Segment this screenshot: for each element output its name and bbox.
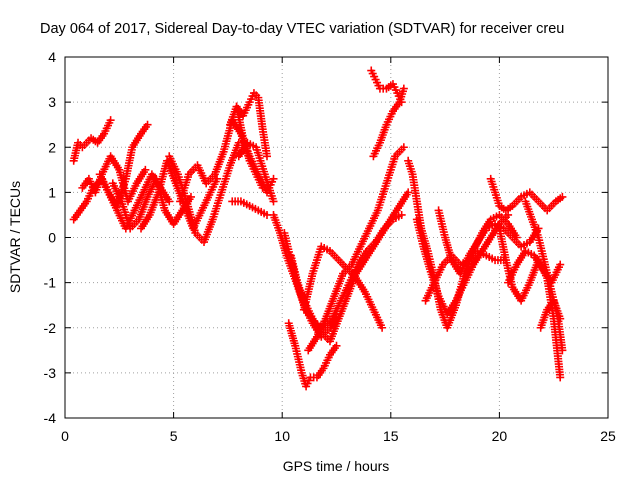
series-track-h: [176, 116, 271, 206]
series-track-p: [284, 319, 341, 391]
data-series: [69, 66, 567, 391]
x-tick-label: 25: [600, 428, 616, 444]
data-point: [165, 197, 174, 206]
y-tick-label: 0: [48, 230, 56, 246]
data-point: [186, 192, 195, 201]
x-tick-label: 10: [274, 428, 290, 444]
series-track-k: [234, 138, 278, 206]
plot-frame: [64, 56, 609, 419]
y-tick-label: 4: [48, 49, 56, 65]
series-track-l: [228, 197, 271, 219]
series-track-v: [412, 210, 513, 319]
series-track-t: [369, 84, 408, 161]
data-point: [558, 346, 567, 355]
data-point: [141, 165, 150, 174]
series-track-y: [486, 174, 567, 215]
data-point: [143, 120, 152, 129]
data-point: [269, 197, 278, 206]
data-point: [269, 174, 278, 183]
data-point: [262, 210, 271, 219]
data-point: [399, 84, 408, 93]
tick-labels: 0 5 10 15 20 25 -4 -3 -2 -1 0 1 2 3 4: [44, 49, 616, 444]
grid: [65, 57, 608, 418]
data-point: [378, 323, 387, 332]
x-tick-label: 15: [383, 428, 399, 444]
series-track-a: [69, 116, 115, 165]
data-point: [404, 188, 413, 197]
y-tick-label: -2: [44, 320, 57, 336]
data-point: [397, 210, 406, 219]
data-point: [556, 314, 565, 323]
data-point: [106, 116, 115, 125]
series-track-c: [78, 152, 150, 206]
series-track-x: [434, 206, 543, 278]
y-tick-label: -4: [44, 410, 57, 426]
data-point: [556, 260, 565, 269]
data-point: [558, 192, 567, 201]
data-point: [332, 341, 341, 350]
series-track-ab: [521, 197, 567, 355]
data-point: [556, 373, 565, 382]
series-track-e: [108, 174, 195, 233]
y-tick-label: 2: [48, 139, 56, 155]
x-tick-label: 20: [492, 428, 508, 444]
chart-title: Day 064 of 2017, Sidereal Day-to-day VTE…: [40, 21, 564, 37]
series-track-ac: [536, 296, 565, 332]
x-tick-label: 5: [170, 428, 178, 444]
y-tick-label: 1: [48, 184, 56, 200]
data-point: [399, 143, 408, 152]
y-tick-label: 3: [48, 94, 56, 110]
x-tick-label: 0: [61, 428, 69, 444]
y-axis-label: SDTVAR / TECUs: [7, 181, 23, 293]
x-axis-label: GPS time / hours: [283, 458, 390, 474]
data-point: [262, 152, 271, 161]
y-tick-label: -3: [44, 365, 57, 381]
series-track-r: [304, 143, 408, 355]
y-tick-label: -1: [44, 275, 57, 291]
axis-ticks: [64, 56, 609, 419]
data-point: [213, 174, 222, 183]
